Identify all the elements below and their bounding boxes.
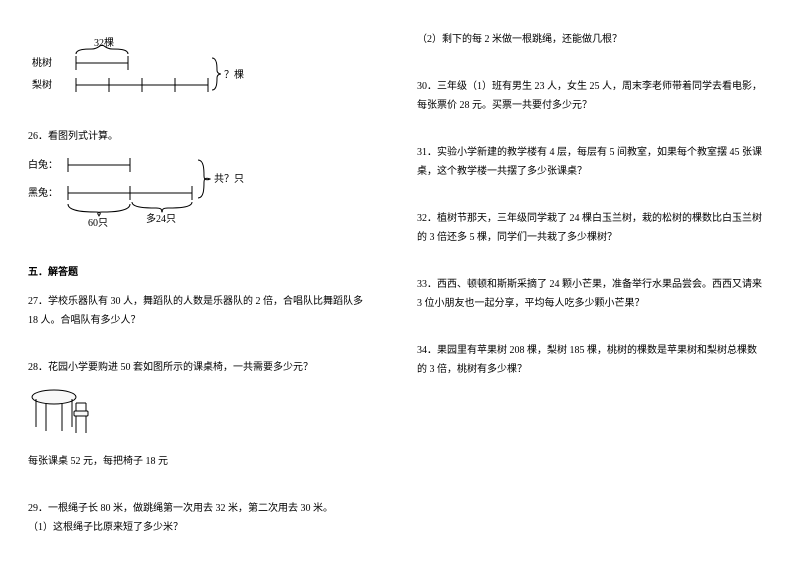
q29-stem: 29．一根绳子长 80 米，做跳绳第一次用去 32 米，第二次用去 30 米。 [28, 499, 373, 518]
q29-sub2-block: （2）剩下的每 2 米做一根跳绳，还能做几根？ [417, 30, 766, 49]
q29: 29．一根绳子长 80 米，做跳绳第一次用去 32 米，第二次用去 30 米。 … [28, 499, 373, 537]
diagram-rabbits: 白兔： 黑兔： 多24只 共？只 [28, 152, 373, 235]
diagram-peach-pear-svg: 32棵 桃树 梨树 ？棵 [28, 36, 248, 106]
diagram-peach-pear: 32棵 桃树 梨树 ？棵 [28, 36, 373, 109]
q27-text: 27．学校乐器队有 30 人，舞蹈队的人数是乐器队的 2 倍，合唱队比舞蹈队多 … [28, 292, 373, 330]
q30: 30．三年级（1）班有男生 23 人，女生 25 人，周末李老师带着同学去看电影… [417, 77, 766, 115]
right-label: ？棵 [224, 68, 244, 81]
rabbit-white-label: 白兔： [28, 158, 58, 171]
q28-text: 28．花园小学要购进 50 套如图所示的课桌椅，一共需要多少元？ [28, 358, 373, 377]
top-brace-label: 32棵 [94, 36, 114, 49]
q31: 31．实验小学新建的教学楼有 4 层，每层有 5 间教室，如果每个教室摆 45 … [417, 143, 766, 181]
total-label: 共？只 [214, 173, 244, 185]
desk-chair-icon [28, 383, 98, 439]
rabbit-black-label: 黑兔： [28, 186, 58, 199]
row2-label: 梨树 [32, 78, 52, 91]
q32: 32．植树节那天，三年级同学栽了 24 棵白玉兰树，栽的松树的棵数比白玉兰树的 … [417, 209, 766, 247]
q28: 28．花园小学要购进 50 套如图所示的课桌椅，一共需要多少元？ 每张课桌 52 [28, 358, 373, 471]
q34: 34．果园里有苹果树 208 棵，梨树 185 棵，桃树的棵数是苹果树和梨树总棵… [417, 341, 766, 379]
section-5-title: 五．解答题 [28, 263, 373, 282]
section-5: 五．解答题 27．学校乐器队有 30 人，舞蹈队的人数是乐器队的 2 倍，合唱队… [28, 263, 373, 330]
q26: 26．看图列式计算。 白兔： 黑兔： 多24只 [28, 127, 373, 235]
q32-text: 32．植树节那天，三年级同学栽了 24 棵白玉兰树，栽的松树的棵数比白玉兰树的 … [417, 209, 766, 247]
q29-sub2: （2）剩下的每 2 米做一根跳绳，还能做几根？ [417, 30, 766, 49]
q29-sub1: （1）这根绳子比原来短了多少米？ [28, 518, 373, 537]
q26-title: 26．看图列式计算。 [28, 127, 373, 146]
extra-label: 多24只 [146, 212, 176, 225]
bottom-label: 60只 [88, 218, 108, 228]
left-column: 32棵 桃树 梨树 ？棵 [0, 0, 397, 562]
q30-text: 30．三年级（1）班有男生 23 人，女生 25 人，周末李老师带着同学去看电影… [417, 77, 766, 115]
q33-text: 33．西西、顿顿和斯斯采摘了 24 颗小芒果，准备举行水果品尝会。西西又请来 3… [417, 275, 766, 313]
q33: 33．西西、顿顿和斯斯采摘了 24 颗小芒果，准备举行水果品尝会。西西又请来 3… [417, 275, 766, 313]
q34-text: 34．果园里有苹果树 208 棵，梨树 185 棵，桃树的棵数是苹果树和梨树总棵… [417, 341, 766, 379]
diagram-rabbits-svg: 白兔： 黑兔： 多24只 共？只 [28, 152, 288, 228]
page-container: 32棵 桃树 梨树 ？棵 [0, 0, 794, 562]
q31-text: 31．实验小学新建的教学楼有 4 层，每层有 5 间教室，如果每个教室摆 45 … [417, 143, 766, 181]
row1-label: 桃树 [32, 56, 52, 69]
q28-caption: 每张课桌 52 元，每把椅子 18 元 [28, 452, 373, 471]
right-column: （2）剩下的每 2 米做一根跳绳，还能做几根？ 30．三年级（1）班有男生 23… [397, 0, 794, 562]
